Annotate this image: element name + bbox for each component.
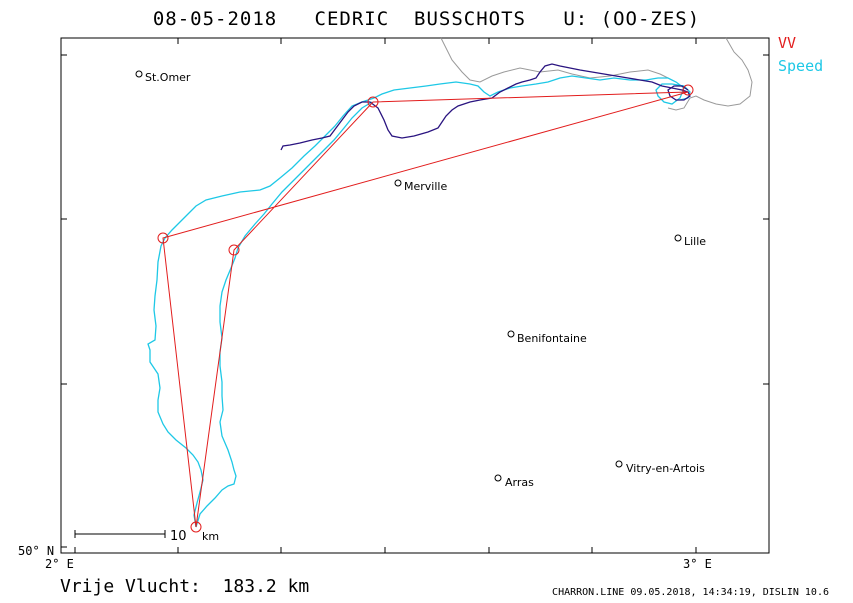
place-marker (615, 460, 623, 468)
distance-label: Vrije Vlucht: (60, 576, 201, 597)
turnpoint-1 (190, 521, 202, 533)
place-marker (494, 474, 502, 482)
speed-track-return (195, 101, 373, 528)
place-label: Benifontaine (517, 332, 587, 345)
legend-vv: VV (778, 34, 797, 52)
turnpoint-2 (228, 244, 240, 256)
speed-track (147, 75, 691, 528)
x-axis-left-label: 2° E (45, 557, 74, 571)
place-marker (674, 234, 682, 242)
place-vitry-en-artois: Vitry-en-Artois (615, 460, 705, 475)
place-label: St.Omer (145, 71, 191, 84)
place-label: Vitry-en-Artois (626, 462, 705, 475)
distance-summary: Vrije Vlucht: 183.2 km (60, 576, 309, 597)
place-lille: Lille (674, 234, 706, 248)
coastline (440, 37, 669, 83)
legend-speed: Speed (778, 57, 824, 75)
map-frame (60, 37, 770, 554)
turnpoint-3 (367, 96, 379, 108)
climb-track (280, 63, 691, 151)
scale-bar-unit: km (202, 530, 219, 543)
x-axis-right-label: 3° E (683, 557, 712, 571)
distance-value: 183.2 km (222, 576, 310, 597)
place-label: Arras (505, 476, 534, 489)
place-merville: Merville (394, 179, 447, 193)
place-benifontaine: Benifontaine (507, 330, 587, 345)
scale-bar: 10 km (74, 529, 219, 544)
y-axis-bottom-label: 50° N (18, 544, 55, 558)
place-marker (507, 330, 515, 338)
turnpoint-5 (157, 232, 169, 244)
place-marker (394, 179, 402, 187)
place-marker (135, 70, 143, 78)
turnpoint-4 (682, 84, 694, 96)
border-line (667, 37, 753, 111)
map-title: 08-05-2018 CEDRIC BUSSCHOTS U: (OO-ZES) (152, 8, 701, 30)
place-st-omer: St.Omer (135, 70, 191, 84)
place-label: Merville (404, 180, 447, 193)
scale-bar-number: 10 (170, 529, 187, 544)
credit-line: CHARRON.LINE 09.05.2018, 14:34:19, DISLI… (552, 587, 829, 598)
place-label: Lille (684, 235, 706, 248)
place-arras: Arras (494, 474, 534, 489)
vv-task (162, 91, 689, 528)
